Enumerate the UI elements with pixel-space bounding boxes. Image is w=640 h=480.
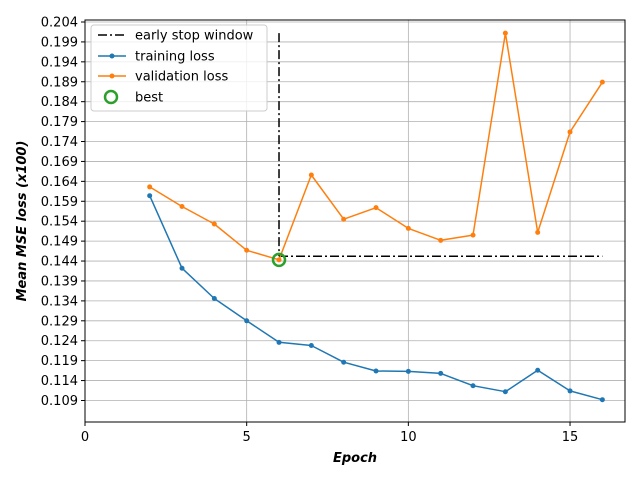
y-tick-label: 0.134 (41, 294, 78, 309)
best-marker-group (271, 252, 287, 268)
validation-loss-point (535, 229, 541, 235)
validation-loss-point (438, 237, 444, 243)
validation-loss-point (470, 232, 476, 238)
y-tick-label: 0.169 (41, 155, 78, 170)
legend-best-marker (103, 89, 119, 105)
validation-loss-point (599, 79, 605, 85)
training-loss-point (567, 388, 573, 394)
x-tick-label: 0 (81, 430, 89, 445)
y-tick-label: 0.119 (41, 354, 78, 369)
x-tick-label: 10 (400, 430, 417, 445)
y-tick-label: 0.144 (41, 255, 78, 270)
training-loss-point (438, 370, 444, 376)
y-tick-label: 0.129 (41, 314, 78, 329)
y-tick-label: 0.204 (41, 15, 78, 30)
y-tick-label: 0.109 (41, 394, 78, 409)
legend-training-label: training loss (135, 50, 215, 65)
legend-training-marker (109, 53, 115, 59)
grid (84, 20, 625, 422)
x-tick-label: 15 (562, 430, 579, 445)
training-loss-point (599, 397, 605, 403)
y-tick-label: 0.194 (41, 55, 78, 70)
validation-loss-point (179, 203, 185, 209)
y-tick-label: 0.174 (41, 135, 78, 150)
early-stop-window-lines (278, 33, 603, 258)
validation-loss-point (147, 184, 153, 190)
y-tick-label: 0.179 (41, 115, 78, 130)
training-loss-point (470, 383, 476, 389)
legend-box (90, 24, 268, 112)
validation-loss-point (405, 225, 411, 231)
training-loss-point (373, 368, 379, 374)
y-tick-label: 0.189 (41, 75, 78, 90)
legend-best-label: best (135, 91, 163, 106)
y-tick-label: 0.139 (41, 274, 78, 289)
y-tick-label: 0.164 (41, 175, 78, 190)
validation-loss-point (502, 30, 508, 36)
training-loss-point (341, 359, 347, 365)
y-tick-label: 0.184 (41, 95, 78, 110)
y-tick-label: 0.114 (41, 374, 78, 389)
legend: early stop window training loss validati… (90, 24, 268, 112)
training-loss-point (502, 389, 508, 395)
training-loss-point (147, 193, 153, 199)
legend-validation-label: validation loss (135, 70, 228, 85)
y-tick-label: 0.199 (41, 35, 78, 50)
training-loss-point (211, 295, 217, 301)
series-lines (147, 30, 605, 403)
x-axis-label: Epoch (333, 451, 377, 466)
validation-loss-point (244, 247, 250, 253)
validation-loss-point (276, 257, 282, 263)
y-tick-label: 0.124 (41, 334, 78, 349)
y-tick-label: 0.159 (41, 195, 78, 210)
training-loss-point (535, 367, 541, 373)
validation-loss-point (308, 172, 314, 178)
legend-early-stop-label: early stop window (135, 29, 254, 44)
validation-loss-point (341, 216, 347, 222)
validation-loss-point (211, 221, 217, 227)
y-tick-label: 0.149 (41, 235, 78, 250)
x-tick-label: 5 (243, 430, 251, 445)
training-loss-point (244, 318, 250, 324)
legend-validation-marker (109, 73, 115, 79)
best-point-marker (271, 252, 287, 268)
validation-loss-point (373, 205, 379, 211)
axis-ticks: 0 5 10 15 0.109 0.114 0.119 0.124 0.129 0.134 0.13… (41, 15, 579, 445)
y-tick-label: 0.154 (41, 215, 78, 230)
y-axis-label: Mean MSE loss (x100) (15, 141, 30, 302)
training-loss-point (405, 368, 411, 374)
training-loss-point (276, 339, 282, 345)
training-loss-point (308, 343, 314, 349)
validation-loss-point (567, 129, 573, 135)
training-loss-point (179, 265, 185, 271)
